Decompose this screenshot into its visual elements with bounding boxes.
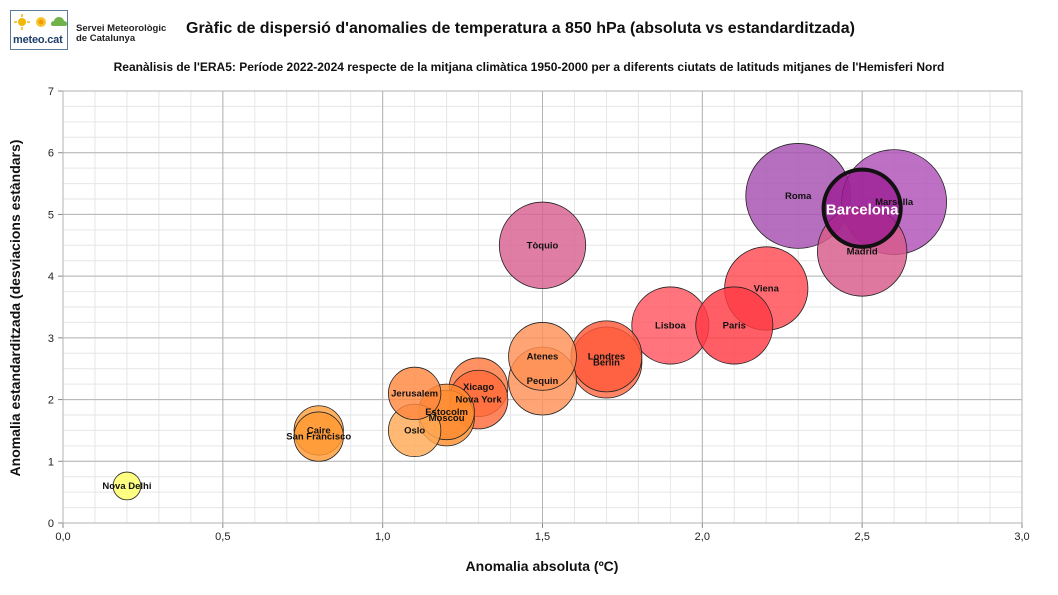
y-axis-label: Anomalia estandarditzada (desviacions es… <box>7 139 23 477</box>
x-tick-label: 0,5 <box>215 531 230 543</box>
y-tick-label: 5 <box>48 209 54 221</box>
x-tick-label: 2,0 <box>695 531 710 543</box>
y-tick-label: 3 <box>48 333 54 345</box>
bubble-label: Estocolm <box>425 407 468 418</box>
bubble-label: Paris <box>723 321 746 332</box>
meteocat-logo: meteo.cat Servei Meteorològic de Catalun… <box>10 10 170 54</box>
y-tick-label: 7 <box>48 86 54 98</box>
x-tick-label: 0,0 <box>55 531 70 543</box>
bubble-label: Londres <box>588 351 625 362</box>
y-tick-label: 6 <box>48 148 54 160</box>
bubble <box>695 286 774 365</box>
x-tick-label: 1,5 <box>535 531 550 543</box>
bubble-label: Pequin <box>527 376 559 387</box>
bubble-label: Nova York <box>456 395 503 406</box>
bubble-label: Viena <box>754 283 780 294</box>
bubble-label: Lisboa <box>655 321 686 332</box>
x-axis-label: Anomalia absoluta (ºC) <box>465 558 619 574</box>
bubble-label: Roma <box>785 191 812 202</box>
bubble <box>508 322 577 391</box>
y-tick-label: 2 <box>48 395 54 407</box>
sun-cloud-icon <box>36 17 46 27</box>
bubble <box>388 366 442 421</box>
bubble-label: Madrid <box>847 246 878 257</box>
y-tick-label: 0 <box>48 518 54 530</box>
bubble <box>821 167 903 249</box>
bubble-label: Atenes <box>527 351 559 362</box>
bubble-label: San Francisco <box>286 432 351 443</box>
x-tick-label: 3,0 <box>1014 531 1029 543</box>
logo-brand-text: meteo.cat <box>13 34 63 46</box>
bubble-label: Moscou <box>429 413 465 424</box>
logo-badge: meteo.cat <box>10 10 68 50</box>
bubble <box>498 201 587 289</box>
bubble <box>112 471 142 501</box>
chart-subtitle: Reanàlisis de l'ERA5: Període 2022-2024 … <box>113 60 945 74</box>
logo-org-line2: de Catalunya <box>76 33 136 44</box>
x-tick-label: 1,0 <box>375 531 390 543</box>
bubble-label: Oslo <box>404 425 425 436</box>
plot-area <box>62 90 1023 524</box>
bubble-label: Xicago <box>463 382 494 393</box>
cloud-icon <box>51 17 67 26</box>
y-tick-label: 4 <box>48 271 54 283</box>
chart-title: Gràfic de dispersió d'anomalies de tempe… <box>186 20 855 37</box>
bubble-label: Nova Delhi <box>102 481 151 492</box>
bubble-label: Marsella <box>875 197 914 208</box>
bubble-label: Jerusalem <box>391 388 438 399</box>
bubble-label: Caire <box>307 425 331 436</box>
x-tick-label: 2,5 <box>855 531 870 543</box>
bubble-label: Tòquio <box>527 240 559 251</box>
bubble <box>293 411 344 462</box>
bubble-label: Berlin <box>593 358 620 369</box>
y-tick-label: 1 <box>48 456 54 468</box>
sun-icon <box>14 14 30 30</box>
bubble-label: Barcelona <box>826 201 899 218</box>
logo-org-line1: Servei Meteorològic <box>76 23 167 34</box>
logo-org-text: Servei Meteorològic de Catalunya <box>76 24 186 44</box>
